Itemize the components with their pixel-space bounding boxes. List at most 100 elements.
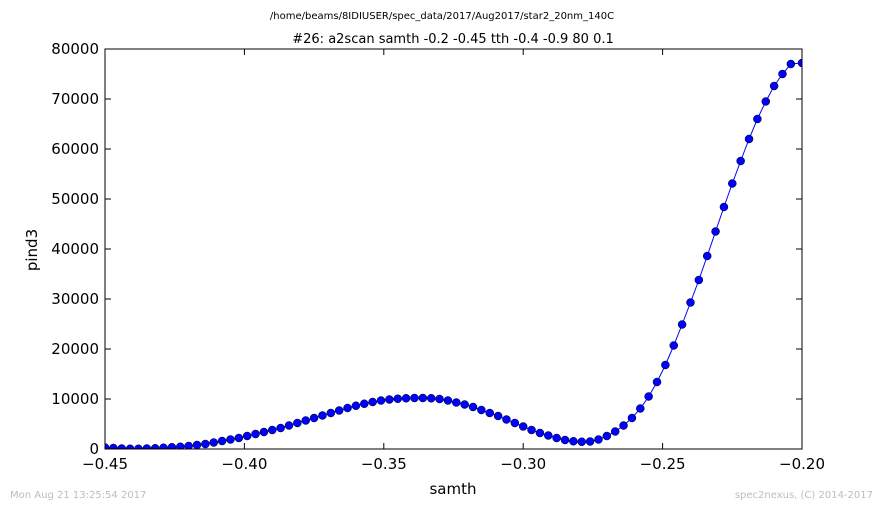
data-point: [677, 320, 687, 329]
chart-subtitle: /home/beams/8IDIUSER/spec_data/2017/Aug2…: [270, 11, 614, 22]
data-point: [334, 406, 344, 415]
data-point: [452, 398, 461, 407]
y-tick-label: 40000: [51, 240, 99, 258]
data-point: [360, 399, 369, 408]
data-point: [769, 81, 779, 91]
x-tick-label: −0.40: [221, 455, 267, 473]
data-point: [234, 433, 244, 443]
data-point: [343, 403, 352, 413]
data-point: [150, 444, 160, 449]
data-point: [619, 421, 628, 430]
data-point: [435, 394, 444, 404]
data-point: [159, 443, 168, 449]
x-tick-label: −0.45: [82, 455, 128, 473]
x-axis-label: samth: [429, 480, 476, 498]
data-point: [301, 416, 310, 425]
plot-area: [105, 58, 802, 449]
data-point: [176, 442, 185, 449]
data-point: [184, 441, 193, 449]
data-point: [502, 415, 511, 424]
data-point: [167, 443, 177, 449]
data-point: [744, 134, 754, 144]
data-point: [493, 411, 503, 421]
data-point: [719, 202, 729, 212]
data-point: [376, 396, 386, 405]
data-point: [326, 408, 336, 418]
data-point: [778, 69, 787, 79]
data-point: [368, 397, 377, 407]
y-tick-label: 30000: [51, 290, 99, 308]
data-point: [569, 437, 578, 446]
data-point: [443, 396, 453, 405]
data-point: [753, 114, 762, 124]
data-point: [318, 411, 327, 420]
data-point: [602, 431, 612, 441]
data-point: [209, 438, 218, 447]
data-point: [460, 400, 469, 409]
data-point: [652, 377, 662, 387]
data-point: [610, 427, 620, 436]
data-point: [293, 418, 302, 428]
data-point: [577, 437, 586, 446]
data-point: [560, 435, 570, 445]
data-point: [702, 251, 712, 261]
y-tick-label: 50000: [51, 190, 99, 208]
data-point: [485, 408, 494, 418]
footer-timestamp: Mon Aug 21 13:25:54 2017: [10, 490, 146, 501]
data-point: [217, 436, 227, 446]
y-tick-label: 60000: [51, 140, 99, 158]
x-tick-label: −0.25: [640, 455, 686, 473]
data-point: [284, 421, 294, 430]
data-point: [351, 401, 361, 410]
data-point: [585, 437, 595, 446]
chart-title: #26: a2scan samth -0.2 -0.45 tth -0.4 -0…: [292, 32, 614, 47]
data-point: [242, 431, 252, 441]
data-point: [518, 422, 528, 431]
axis-ticks: −0.45 −0.40 −0.35 −0.30 −0.25 −0.20 0 10000 2000…: [51, 40, 825, 473]
data-point: [797, 58, 802, 68]
data-point: [527, 425, 536, 435]
data-point: [510, 418, 520, 428]
y-tick-label: 80000: [51, 40, 99, 58]
data-point: [401, 394, 411, 403]
series-line: [105, 62, 802, 449]
data-point: [268, 425, 277, 435]
data-point: [686, 298, 695, 307]
data-point: [410, 393, 419, 403]
data-point: [627, 413, 637, 423]
x-tick-label: −0.35: [361, 455, 407, 473]
data-point: [468, 402, 478, 412]
y-tick-label: 0: [89, 440, 99, 458]
data-point: [309, 413, 319, 423]
y-tick-label: 70000: [51, 90, 99, 108]
data-point: [711, 227, 720, 236]
data-point: [786, 59, 796, 69]
x-tick-label: −0.20: [779, 455, 825, 473]
data-point: [594, 435, 603, 444]
data-point: [661, 360, 670, 370]
data-point: [552, 433, 561, 443]
y-axis-label: pind3: [23, 229, 41, 271]
data-point: [736, 156, 745, 166]
data-point: [477, 405, 486, 415]
data-point: [761, 97, 771, 106]
plot-frame: [104, 48, 803, 450]
data-point: [192, 440, 202, 449]
data-point: [544, 431, 553, 440]
data-point: [109, 443, 118, 449]
data-point: [418, 393, 428, 403]
data-point: [201, 439, 210, 449]
data-point: [535, 428, 545, 438]
data-point: [644, 392, 653, 401]
data-point: [259, 427, 269, 437]
data-point: [385, 395, 394, 404]
data-point: [276, 423, 285, 433]
data-point: [669, 341, 678, 350]
footer-credit: spec2nexus, (C) 2014-2017: [735, 490, 873, 501]
data-point: [226, 435, 235, 444]
data-point: [251, 429, 260, 439]
data-point: [105, 443, 110, 449]
x-tick-label: −0.30: [500, 455, 546, 473]
y-tick-label: 20000: [51, 340, 99, 358]
